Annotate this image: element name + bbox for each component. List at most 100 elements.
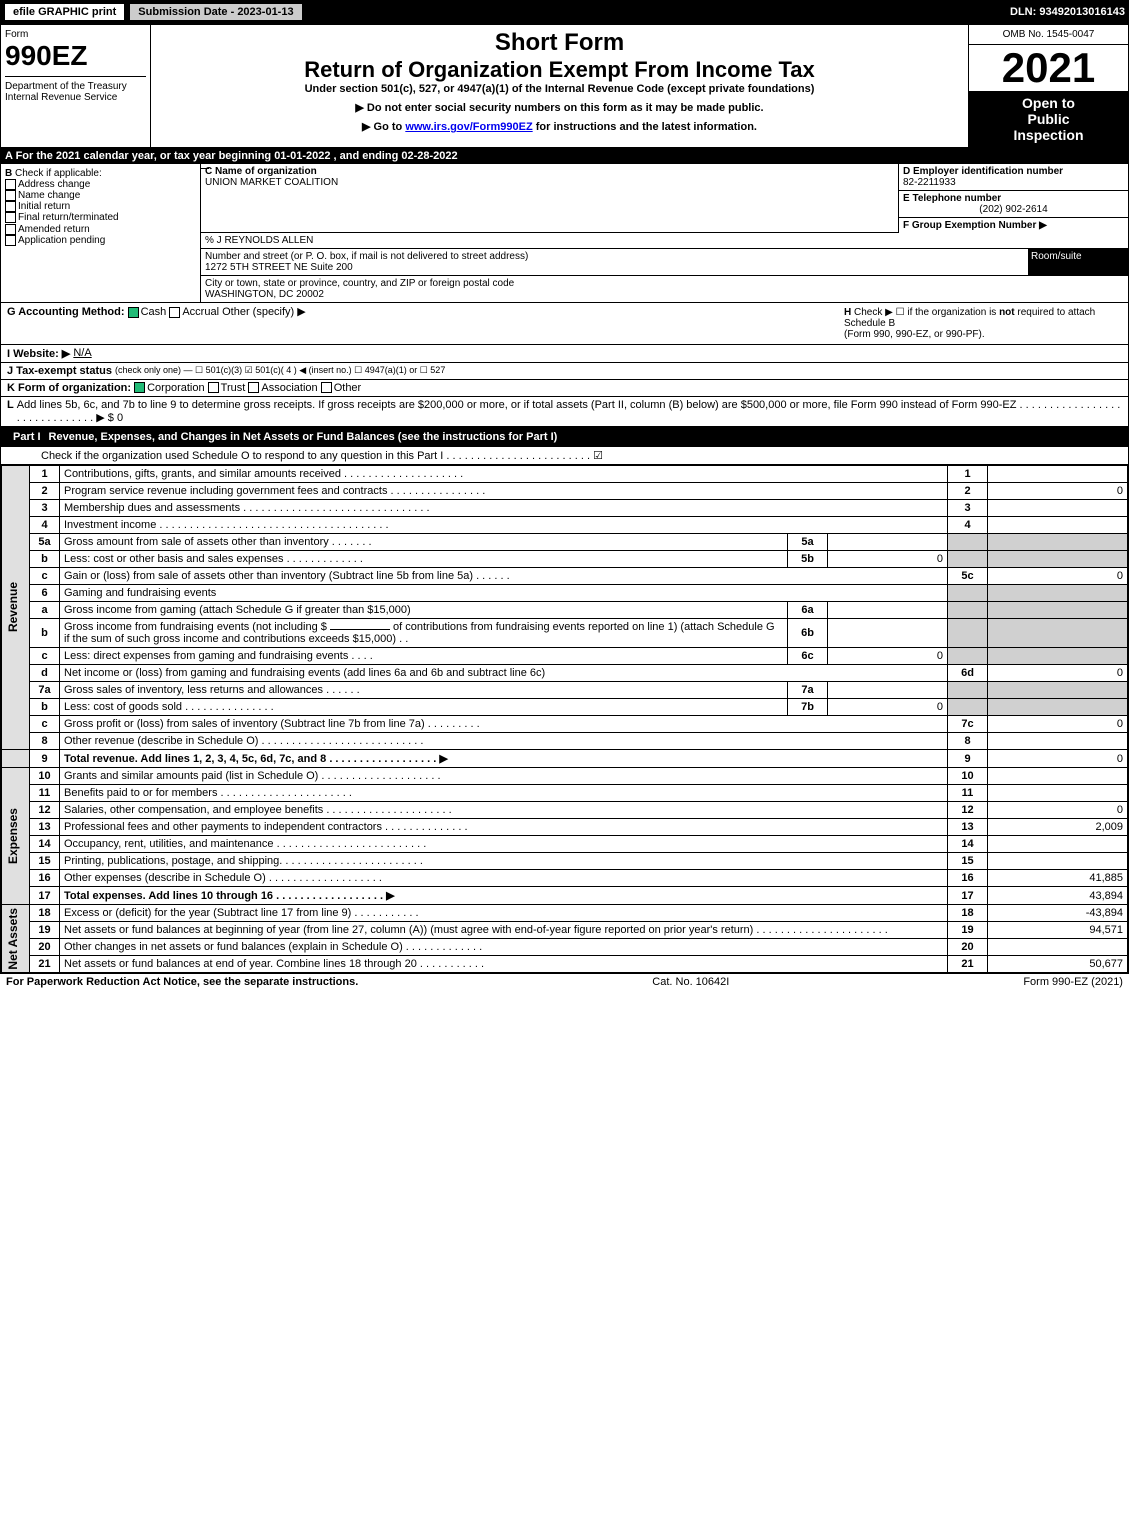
checkbox-application-pending[interactable] — [5, 235, 16, 246]
line-desc: Less: direct expenses from gaming and fu… — [60, 648, 788, 665]
desc-part1: Gross income from fundraising events (no… — [64, 621, 327, 633]
line-desc: Salaries, other compensation, and employ… — [60, 802, 948, 819]
sub-ref: 7a — [788, 682, 828, 699]
grey-cell — [948, 699, 988, 716]
dept-treasury: Department of the Treasury — [5, 76, 146, 92]
irs-link[interactable]: www.irs.gov/Form990EZ — [405, 121, 532, 133]
i-label: I Website: ▶ — [7, 347, 70, 360]
website-value: N/A — [73, 347, 91, 360]
street-label: Number and street (or P. O. box, if mail… — [205, 251, 528, 262]
table-row: bLess: cost of goods sold . . . . . . . … — [2, 699, 1128, 716]
table-row: cGain or (loss) from sale of assets othe… — [2, 568, 1128, 585]
line-num: 19 — [30, 922, 60, 939]
line-ref: 12 — [948, 802, 988, 819]
checkbox-final-return[interactable] — [5, 212, 16, 223]
line-desc: Professional fees and other payments to … — [60, 819, 948, 836]
line-ref: 5c — [948, 568, 988, 585]
open-3: Inspection — [973, 127, 1124, 143]
table-row: aGross income from gaming (attach Schedu… — [2, 602, 1128, 619]
line-num: b — [30, 619, 60, 648]
checkbox-trust[interactable] — [208, 382, 219, 393]
checkbox-association[interactable] — [248, 382, 259, 393]
checkbox-cash[interactable] — [128, 307, 139, 318]
checkbox-address-change[interactable] — [5, 179, 16, 190]
line-num: 20 — [30, 939, 60, 956]
line-num: 13 — [30, 819, 60, 836]
g-accrual: Accrual — [182, 306, 219, 318]
line-value: 0 — [988, 802, 1128, 819]
submission-date-label: Submission Date - 2023-01-13 — [129, 3, 302, 21]
table-row: 21Net assets or fund balances at end of … — [2, 956, 1128, 973]
form-container: Form 990EZ Department of the Treasury In… — [0, 24, 1129, 974]
city-value: WASHINGTON, DC 20002 — [205, 289, 324, 300]
grey-cell — [988, 619, 1128, 648]
line-num: 14 — [30, 836, 60, 853]
org-name: UNION MARKET COALITION — [205, 177, 338, 188]
h-text1: Check ▶ ☐ if the organization is — [854, 307, 999, 318]
line-num: b — [30, 699, 60, 716]
efile-print-button[interactable]: efile GRAPHIC print — [4, 3, 125, 21]
h-label: H — [844, 307, 851, 318]
header-right: OMB No. 1545-0047 2021 Open to Public In… — [968, 25, 1128, 147]
line-ref: 3 — [948, 500, 988, 517]
header-middle: Short Form Return of Organization Exempt… — [151, 25, 968, 147]
sub-value: 0 — [828, 551, 948, 568]
line-desc: Other expenses (describe in Schedule O) … — [60, 870, 948, 887]
row-h: H Check ▶ ☐ if the organization is not r… — [842, 305, 1122, 342]
line-desc: Contributions, gifts, grants, and simila… — [60, 466, 948, 483]
warning-line: ▶ Do not enter social security numbers o… — [155, 101, 964, 114]
grey-cell — [988, 585, 1128, 602]
table-row: 4Investment income . . . . . . . . . . .… — [2, 517, 1128, 534]
line-desc: Gross profit or (loss) from sales of inv… — [60, 716, 948, 733]
b-label: B — [5, 168, 12, 179]
line-desc: Total expenses. Add lines 10 through 16 … — [60, 887, 948, 905]
sub-ref: 5a — [788, 534, 828, 551]
line-value — [988, 466, 1128, 483]
line-desc: Total revenue. Add lines 1, 2, 3, 4, 5c,… — [60, 750, 948, 768]
checkbox-other-org[interactable] — [321, 382, 332, 393]
grey-cell — [988, 699, 1128, 716]
part-1-check-line: Check if the organization used Schedule … — [1, 447, 1128, 465]
g-other: Other (specify) ▶ — [222, 306, 306, 318]
line-desc: Less: cost or other basis and sales expe… — [60, 551, 788, 568]
line-num: 17 — [30, 887, 60, 905]
line-num: a — [30, 602, 60, 619]
line-ref: 7c — [948, 716, 988, 733]
row-i: I Website: ▶ N/A — [1, 345, 1128, 363]
line-value: 43,894 — [988, 887, 1128, 905]
line-ref: 10 — [948, 768, 988, 785]
line-value: 94,571 — [988, 922, 1128, 939]
checkbox-name-change[interactable] — [5, 190, 16, 201]
c-label: C Name of organization — [205, 166, 317, 177]
checkbox-amended-return[interactable] — [5, 224, 16, 235]
checkbox-initial-return[interactable] — [5, 201, 16, 212]
ein-value: 82-2211933 — [903, 177, 956, 188]
line-value — [988, 500, 1128, 517]
footer-form-ref: Form 990-EZ (2021) — [1023, 976, 1123, 988]
c-care-of: % J REYNOLDS ALLEN — [201, 233, 1128, 249]
line-num: 8 — [30, 733, 60, 750]
netassets-side-label: Net Assets — [6, 908, 20, 970]
line-desc: Gross income from gaming (attach Schedul… — [60, 602, 788, 619]
line-ref: 8 — [948, 733, 988, 750]
checkbox-corporation[interactable] — [134, 382, 145, 393]
irs-label: Internal Revenue Service — [5, 92, 146, 103]
line-value: 0 — [988, 483, 1128, 500]
line-num: 21 — [30, 956, 60, 973]
line-desc: Excess or (deficit) for the year (Subtra… — [60, 905, 948, 922]
phone-value: (202) 902-2614 — [903, 204, 1124, 215]
bcd-block: B Check if applicable: Address change Na… — [1, 164, 1128, 303]
checkbox-accrual[interactable] — [169, 307, 180, 318]
line-num: 12 — [30, 802, 60, 819]
line-value: 0 — [988, 568, 1128, 585]
row-j: J Tax-exempt status (check only one) — ☐… — [1, 363, 1128, 380]
grey-cell — [988, 648, 1128, 665]
k-label: K Form of organization: — [7, 382, 131, 394]
e-label: E Telephone number — [903, 193, 1001, 204]
line-desc: Grants and similar amounts paid (list in… — [60, 768, 948, 785]
goto-post: for instructions and the latest informat… — [533, 121, 757, 133]
grey-cell — [988, 534, 1128, 551]
line-value — [988, 836, 1128, 853]
part-1-table: Revenue 1 Contributions, gifts, grants, … — [1, 465, 1128, 973]
form-word: Form — [5, 29, 146, 40]
